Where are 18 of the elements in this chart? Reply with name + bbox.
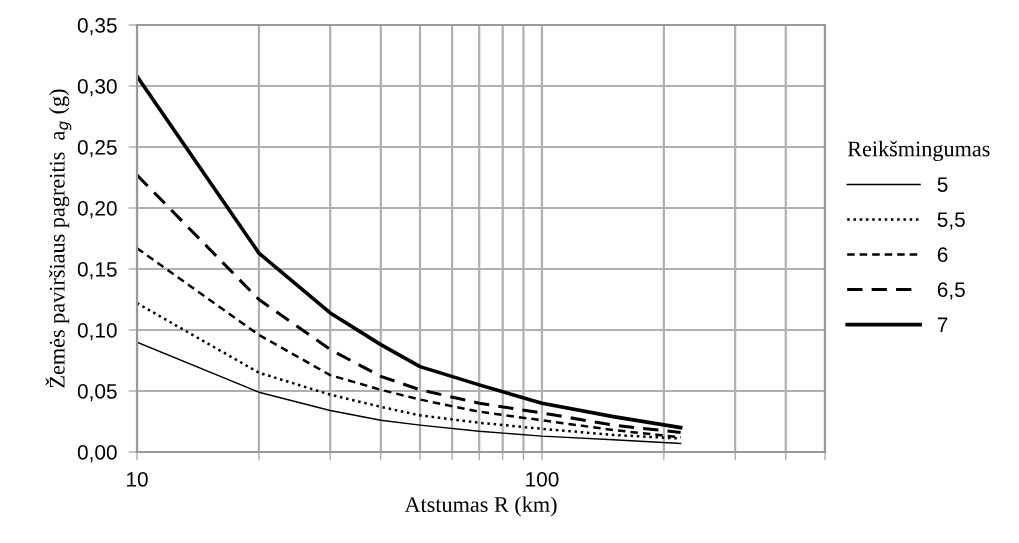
legend-label: 5,5 <box>937 212 965 230</box>
x-tick-label: 10 <box>127 471 148 487</box>
legend-title: Reikšmingumas <box>847 140 990 162</box>
y-axis-title: Žemės paviršiaus pagreitis a$_{g}$ (g) <box>45 89 72 388</box>
legend-label: 6 <box>937 247 948 263</box>
y-tick-label: 0,15 <box>77 262 117 280</box>
x-tick-label: 100 <box>526 471 559 487</box>
y-tick-label: 0,10 <box>77 323 117 341</box>
legend-label: 7 <box>937 317 948 332</box>
y-tick-label: 0,25 <box>77 140 117 158</box>
legend-label: 6,5 <box>937 282 965 300</box>
y-tick-label: 0,05 <box>77 384 117 402</box>
x-axis-title: Atstumas R (km) <box>404 496 557 517</box>
legend-label: 5 <box>937 177 948 192</box>
y-tick-label: 0,20 <box>77 201 117 219</box>
y-tick-label: 0,30 <box>77 79 117 97</box>
y-tick-label: 0,35 <box>77 18 117 36</box>
y-tick-label: 0,00 <box>77 445 117 463</box>
